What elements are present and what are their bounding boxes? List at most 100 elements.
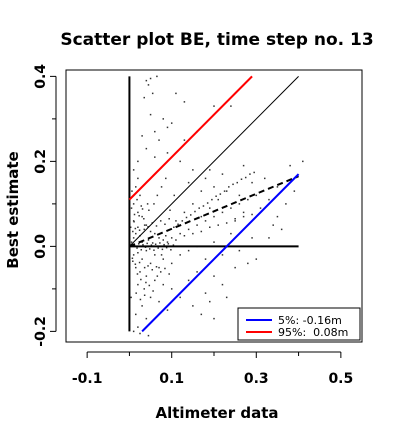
y-tick-label: -0.2 [33,316,49,347]
scatter-point [232,183,234,186]
scatter-point [230,232,232,235]
scatter-point [285,203,287,205]
scatter-point [132,220,135,222]
x-tick-label: 0.3 [244,371,269,387]
scatter-point [170,288,173,290]
scatter-point [213,105,215,107]
scatter-point [168,273,170,275]
scatter-point [136,247,138,249]
scatter-point [179,232,181,235]
scatter-point [147,265,149,267]
scatter-point [276,215,279,218]
scatter-point [251,237,253,239]
scatter-point [251,181,253,184]
scatter-point [134,227,137,230]
scatter-point [152,290,154,292]
scatter-point [175,239,177,241]
scatter-point [166,309,169,311]
scatter-point [204,177,207,180]
scatter-point [163,243,165,246]
scatter-point [132,237,135,239]
scatter-point [161,248,164,251]
scatter-point [162,239,165,241]
scatter-point [200,313,203,316]
scatter-point [155,266,158,268]
scatter-point [213,241,215,243]
scatter-point [158,237,160,239]
scatter-point [139,298,142,301]
scatter-point [135,186,137,188]
scatter-point [147,226,149,228]
scatter-point [223,190,226,192]
scatter-point [251,213,253,216]
scatter-point [268,198,270,201]
scatter-point [187,228,190,231]
scatter-point [132,230,134,233]
scatter-point [242,164,245,167]
scatter-point [138,261,141,264]
scatter-point [145,224,148,226]
scatter-point [149,77,152,80]
scatter-point [137,252,139,254]
x-tick-label: 0.5 [328,371,353,387]
scatter-point [137,177,139,180]
x-axis: -0.1 0.1 0.3 0.5 [72,351,353,387]
regression-line [129,175,299,248]
scatter-point [238,249,241,252]
scatter-point [141,208,144,210]
scatter-point [147,84,150,86]
scatter-point [145,317,148,320]
scatter-point [135,232,137,235]
scatter-point [221,173,224,175]
scatter-point [137,283,139,286]
scatter-point [164,267,166,270]
scatter-point [192,203,194,205]
scatter-point [162,118,165,120]
scatter-point [189,214,192,216]
scatter-point [145,249,148,252]
scatter-point [132,260,134,262]
scatter-point [160,186,163,188]
scatter-point [135,292,137,294]
scatter-point [143,96,145,99]
scatter-point [145,281,147,284]
legend-label-5pct: 5%: -0.16m [278,314,342,327]
scatter-point [221,254,224,256]
scatter-point [149,113,152,116]
scatter-point [149,230,152,233]
scatter-point [148,209,150,211]
scatter-point [204,258,207,260]
scatter-point [234,218,236,220]
scatter-point [225,190,228,192]
points-layer [129,75,304,337]
scatter-point [170,249,172,251]
scatter-point [280,228,283,231]
x-axis-label: Altimeter data [156,404,279,422]
scatter-point [187,249,190,252]
lines-layer [128,75,300,333]
scatter-point [236,181,239,184]
scatter-point [160,254,163,256]
scatter-point [225,222,228,224]
scatter-point [209,226,211,228]
scatter-point [187,181,190,184]
scatter-point [242,211,245,214]
y-tick-label: 0.0 [33,234,49,259]
scatter-point [149,296,152,299]
scatter-point [130,296,132,299]
scatter-point [130,241,133,243]
scatter-point [263,177,266,180]
scatter-point [196,224,198,226]
scatter-point [141,305,143,307]
scatter-point [200,190,203,192]
scatter-point [228,186,230,188]
scatter-point [209,300,211,303]
scatter-point [209,207,211,209]
scatter-point [209,169,211,171]
scatter-point [217,224,219,226]
scatter-point [136,273,139,275]
scatter-point [221,211,224,214]
scatter-point [147,334,150,337]
scatter-point [289,164,291,167]
